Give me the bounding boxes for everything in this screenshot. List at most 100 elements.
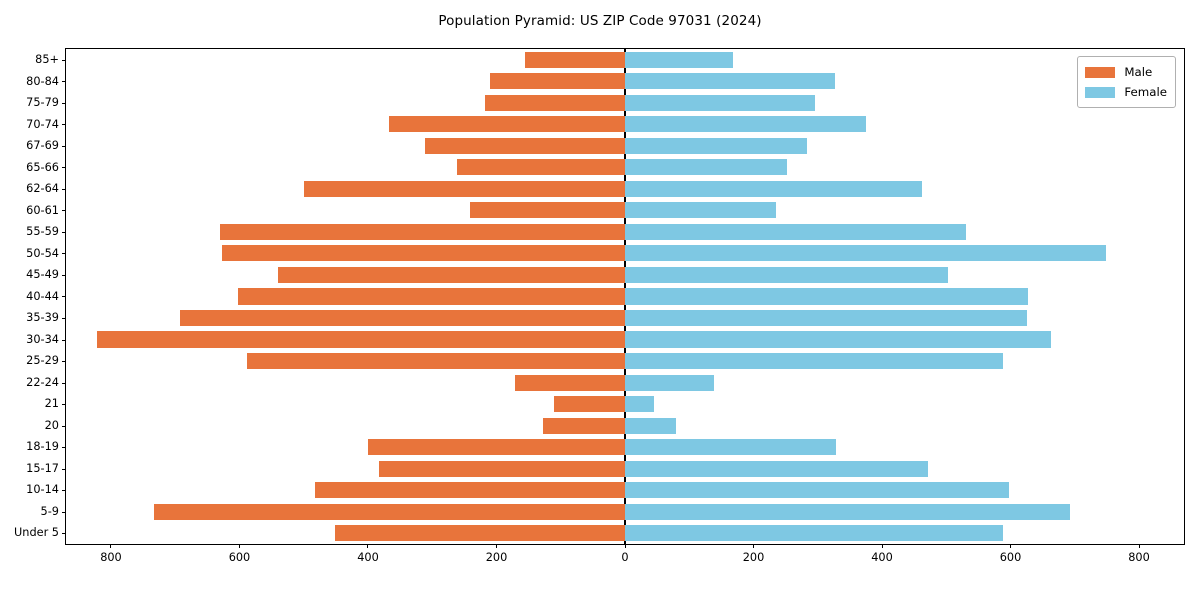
legend-swatch-female [1085, 86, 1116, 98]
bar-male [238, 288, 625, 305]
pyramid-row: 70-74 [26, 114, 1184, 136]
y-axis-tick-mark [62, 447, 66, 449]
bar-female [625, 137, 807, 154]
bar-female [625, 331, 1051, 348]
bar-female [625, 525, 1003, 542]
bar-female [625, 116, 866, 133]
bar-male [525, 51, 625, 68]
y-axis-tick-mark [62, 102, 66, 104]
bar-female [625, 503, 1070, 520]
bar-male [368, 439, 625, 456]
y-axis-tick-mark [62, 339, 66, 341]
y-axis-tick-mark [62, 210, 66, 212]
legend-item-female[interactable]: Female [1085, 82, 1167, 102]
y-axis-tick-mark [62, 425, 66, 427]
bar-male [378, 460, 625, 477]
pyramid-row: 21 [45, 393, 1184, 415]
pyramid-row: 25-29 [26, 350, 1184, 372]
bar-male [424, 137, 625, 154]
bar-female [625, 288, 1028, 305]
bar-female [625, 94, 815, 111]
bar-female [625, 417, 677, 434]
bar-female [625, 51, 733, 68]
y-axis-tick-label: 55-59 [26, 225, 59, 239]
x-axis-tick-mark [238, 544, 240, 548]
bar-female [625, 266, 948, 283]
y-axis-tick-label: 75-79 [26, 96, 59, 110]
y-axis-tick-label: 45-49 [26, 268, 59, 282]
x-axis-tick-mark [753, 544, 754, 548]
bar-male [514, 374, 625, 391]
y-axis-tick-label: 30-34 [26, 332, 59, 346]
y-axis-tick-label: 67-69 [26, 139, 59, 153]
pyramid-row: 5-9 [41, 501, 1184, 523]
x-axis-tick-label: 400 [871, 551, 893, 564]
pyramid-row: 60-61 [26, 200, 1184, 222]
y-axis-tick-label: Under 5 [14, 526, 59, 540]
y-axis-tick-label: 15-17 [26, 461, 59, 475]
y-axis-tick-mark [62, 231, 66, 233]
y-axis-tick-mark [62, 188, 66, 190]
legend-label-female: Female [1124, 85, 1167, 99]
y-axis-tick-label: 50-54 [26, 246, 59, 260]
x-axis-tick-label: 600 [999, 551, 1022, 564]
bar-male [456, 159, 625, 176]
x-axis-tick-mark [881, 544, 883, 548]
bar-female [625, 202, 776, 219]
bar-female [625, 180, 922, 197]
bar-male [388, 116, 625, 133]
y-axis-tick-label: 80-84 [26, 74, 59, 88]
pyramid-row: 50-54 [26, 243, 1184, 265]
pyramid-row: 75-79 [26, 92, 1184, 114]
pyramid-row: 30-34 [26, 329, 1184, 351]
y-axis-tick-mark [62, 296, 66, 298]
bar-female [625, 159, 787, 176]
y-axis-tick-mark [62, 145, 66, 147]
bar-male [490, 73, 625, 90]
bar-male [303, 180, 625, 197]
x-axis-tick-mark [110, 544, 112, 548]
bar-male [469, 202, 625, 219]
x-axis-tick-label: 800 [100, 551, 122, 564]
bar-female [625, 374, 714, 391]
plot-inner: 85+ 80-84 75-79 70-74 67-69 65-66 62-64 60-61 55… [14, 49, 1184, 564]
legend-swatch-male [1085, 66, 1116, 78]
pyramid-row: 18-19 [26, 436, 1184, 458]
bar-male [96, 331, 625, 348]
y-axis-tick-mark [62, 382, 66, 384]
bar-female [625, 353, 1003, 370]
pyramid-row: 67-69 [26, 135, 1184, 157]
bar-female [625, 396, 654, 413]
bar-male [180, 309, 625, 327]
pyramid-row: 55-59 [26, 221, 1184, 243]
y-axis-tick-label: 5-9 [40, 504, 59, 518]
bar-male [154, 503, 625, 520]
bar-female [625, 460, 929, 477]
legend-label-male: Male [1124, 65, 1153, 79]
pyramid-row: 10-14 [26, 479, 1184, 501]
bar-male [554, 396, 625, 413]
y-axis-tick-label: 60-61 [26, 203, 59, 217]
bar-male [542, 417, 625, 434]
pyramid-row: Under 5 [14, 522, 1184, 544]
x-axis-tick-mark [495, 544, 497, 548]
y-axis-tick-mark [62, 253, 66, 255]
y-axis-tick-mark [62, 404, 66, 406]
plot-area: 85+ 80-84 75-79 70-74 67-69 65-66 62-64 60-61 55… [14, 48, 1185, 564]
y-axis-tick-mark [62, 81, 66, 83]
legend-item-male[interactable]: Male [1085, 62, 1167, 82]
pyramid-row: 65-66 [26, 157, 1184, 179]
y-axis-tick-label: 10-14 [26, 483, 59, 497]
bar-male [220, 223, 625, 240]
chart-legend: Male Female [1077, 56, 1176, 108]
bar-female [625, 73, 836, 90]
y-axis-tick-mark [62, 274, 66, 276]
pyramid-row: 85+ [35, 49, 1184, 71]
bar-female [625, 482, 1009, 499]
pyramid-row: 15-17 [26, 458, 1184, 480]
x-axis-tick-mark [624, 544, 626, 548]
bar-male [334, 525, 625, 542]
x-axis-tick-label: 200 [485, 551, 508, 564]
bar-female [625, 245, 1106, 262]
